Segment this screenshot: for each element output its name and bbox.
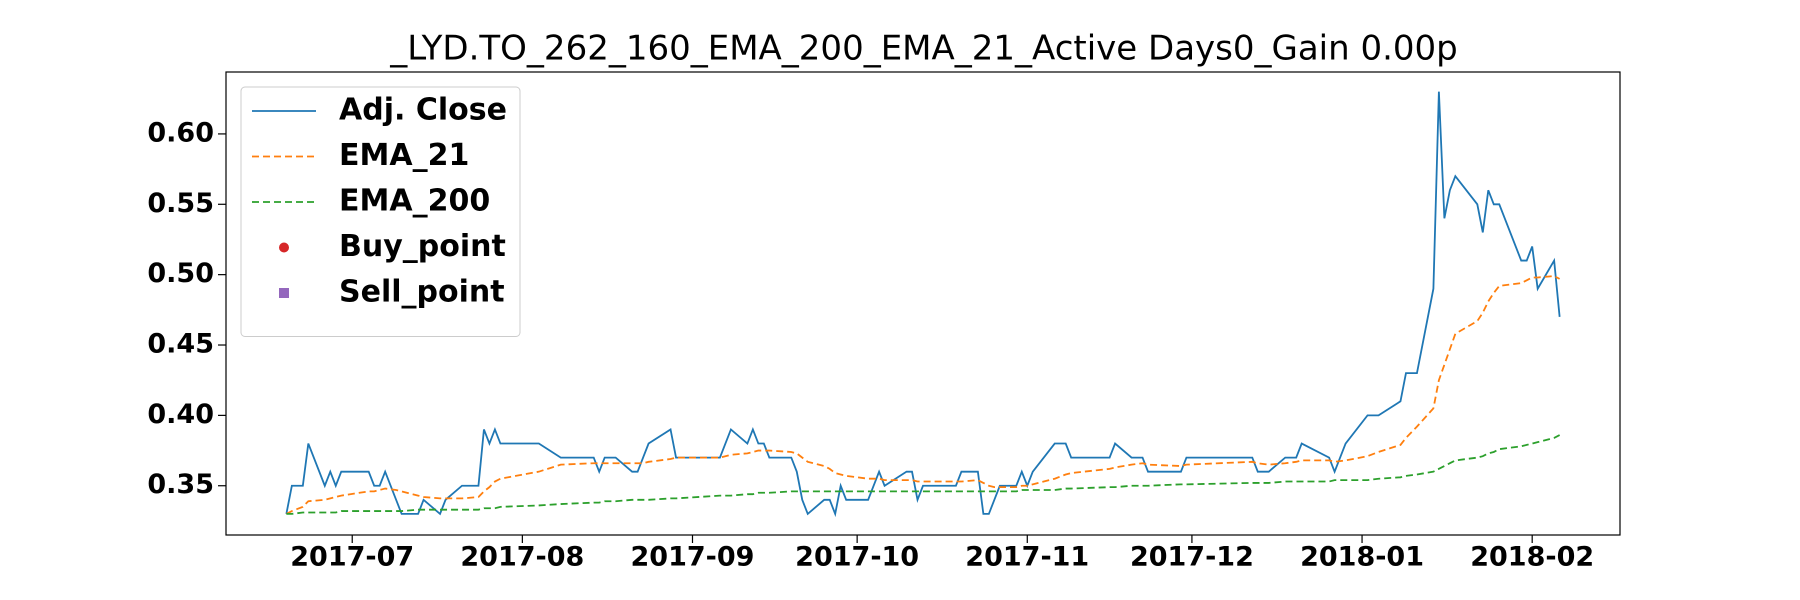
legend-label: Buy_point [339,229,506,264]
plot-frame [225,71,1621,536]
x-tick-label: 2017-09 [631,542,755,573]
legend-frame [240,86,521,337]
x-tick-label: 2018-02 [1470,542,1594,573]
y-tick-label: 0.45 [147,329,214,360]
x-tick-label: 2017-08 [460,542,584,573]
series-line [285,275,1561,515]
y-tick-label: 0.40 [147,399,214,430]
series-line [286,434,1561,515]
x-tick-label: 2017-12 [1130,542,1254,573]
y-tick-label: 0.55 [147,188,214,219]
legend-label: Adj. Close [339,93,507,128]
x-tick-label: 2017-11 [965,542,1089,573]
legend-label: EMA_21 [339,138,469,173]
legend: Adj. Close EMA_21 EMA_200 Buy_point Sell_poi… [240,86,521,337]
y-tick-label: 0.35 [147,469,214,500]
chart-title: _LYD.TO_262_160_EMA_200_EMA_21_Active Da… [389,29,1458,69]
legend-swatch [279,288,289,298]
y-tick-label: 0.60 [147,117,214,148]
x-tick-label: 2017-07 [290,542,414,573]
legend-swatch [279,242,289,253]
y-tick-label: 0.50 [147,258,214,289]
legend-label: EMA_200 [339,184,490,219]
legend-label: Sell_point [339,275,505,310]
x-tick-label: 2018-01 [1300,542,1424,573]
series-line [285,91,1561,518]
x-tick-label: 2017-10 [795,542,919,573]
